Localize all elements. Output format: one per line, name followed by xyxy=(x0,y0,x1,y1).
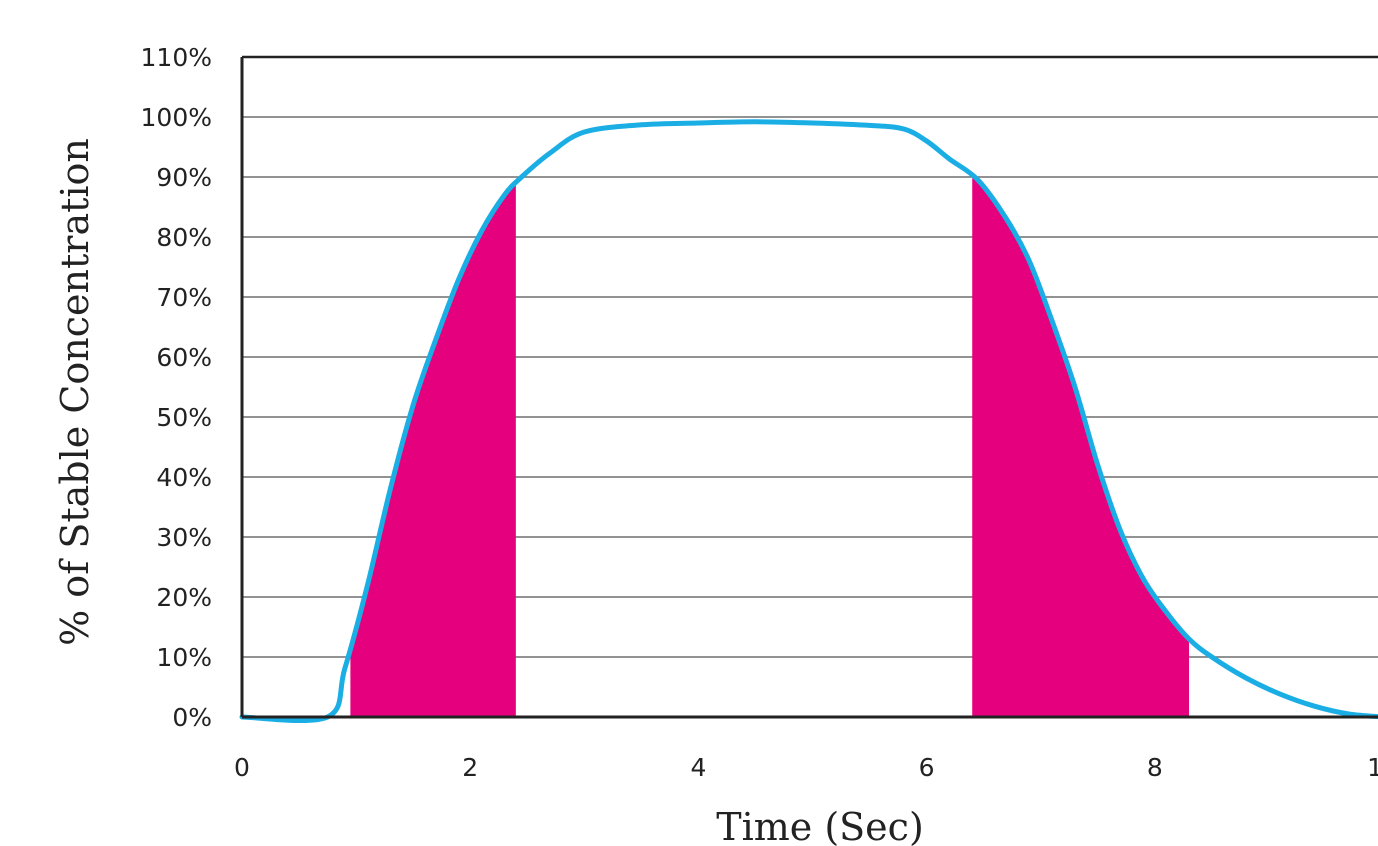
y-tick-label: 20% xyxy=(156,583,212,612)
y-tick-label: 30% xyxy=(156,523,212,552)
y-tick-label: 50% xyxy=(156,403,212,432)
shaded-regions xyxy=(350,175,1190,718)
shaded-region xyxy=(972,175,1190,718)
y-tick-label: 110% xyxy=(141,43,212,72)
y-tick-label: 80% xyxy=(156,223,212,252)
y-tick-label: 60% xyxy=(156,343,212,372)
y-tick-label: 90% xyxy=(156,163,212,192)
x-tick-label: 8 xyxy=(1147,753,1163,782)
y-tick-label: 0% xyxy=(172,703,212,732)
y-tick-label: 100% xyxy=(141,103,212,132)
curve-layer xyxy=(239,119,1378,724)
x-tick-label: 2 xyxy=(462,753,478,782)
y-tick-label: 40% xyxy=(156,463,212,492)
axes xyxy=(240,55,1378,719)
x-tick-label: 0 xyxy=(234,753,250,782)
x-tick-label: 6 xyxy=(919,753,935,782)
x-tick-label: 10 xyxy=(1367,753,1378,782)
tick-labels: 0% 10% 20% 30% 40% 50% 60% 70% 80% 90% 100% 110% 0 2 4… xyxy=(141,43,1378,782)
x-axis-title: Time (Sec) xyxy=(716,805,924,846)
shaded-region xyxy=(350,183,516,717)
y-tick-label: 10% xyxy=(156,643,212,672)
concentration-curve xyxy=(239,119,1378,724)
y-axis-title: % of Stable Concentration xyxy=(53,138,97,646)
x-tick-label: 4 xyxy=(690,753,706,782)
y-tick-label: 70% xyxy=(156,283,212,312)
